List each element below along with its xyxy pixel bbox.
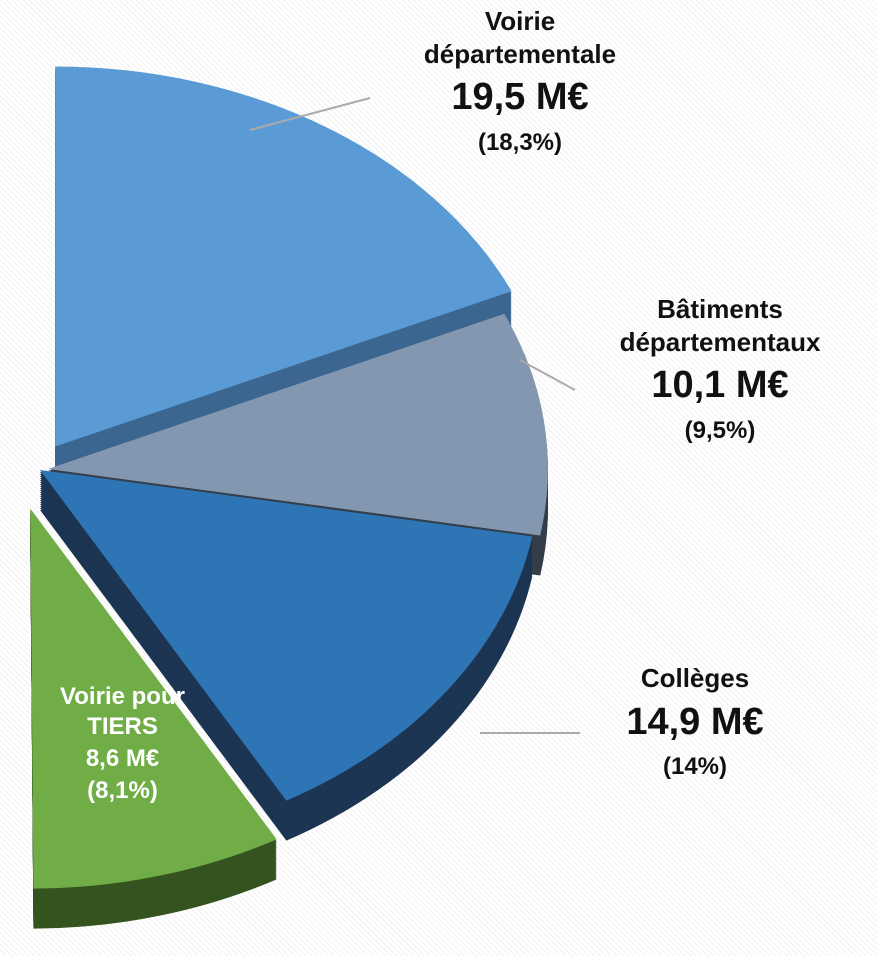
slice-label: Voirie départementale 19,5 M€ (18,3%) (390, 5, 650, 158)
category-label: Voirie départementale (423, 6, 617, 69)
category-label: Voirie pour TIERS (60, 683, 185, 740)
slice-label: Voirie pour TIERS 8,6 M€ (8,1%) (40, 680, 205, 806)
slices (30, 66, 548, 929)
leader-line (249, 97, 371, 131)
percent-label: (14%) (662, 753, 728, 780)
amount-label: 14,9 M€ (626, 700, 764, 743)
slice-label: Collèges 14,9 M€ (14%) (570, 662, 820, 782)
amount-label: 19,5 M€ (451, 76, 589, 118)
pie-slice (55, 66, 512, 447)
category-label: Collèges (640, 663, 750, 693)
percent-label: (18,3%) (477, 128, 563, 156)
pie-slice (40, 470, 533, 801)
slice-label: Bâtiments départementaux 10,1 M€ (9,5%) (585, 293, 855, 446)
category-label: Bâtiments départementaux (619, 294, 821, 357)
pie-slice (47, 313, 548, 536)
amount-label: 10,1 M€ (651, 364, 789, 406)
percent-label: (8,1%) (87, 777, 158, 804)
pie-slice (30, 508, 277, 889)
amount-label: 8,6 M€ (85, 745, 160, 772)
percent-label: (9,5%) (684, 416, 756, 444)
leader-line (519, 359, 576, 391)
